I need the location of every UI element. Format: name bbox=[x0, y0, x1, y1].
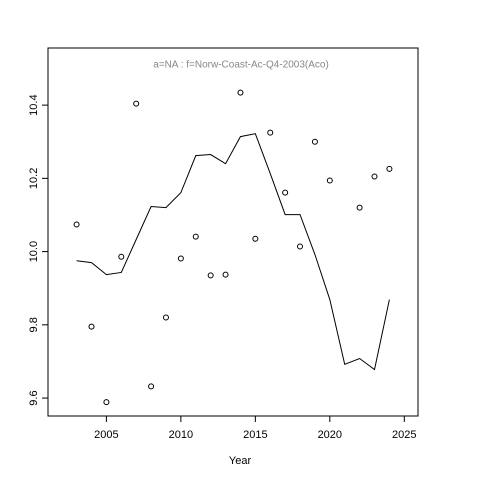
x-tick-label: 2025 bbox=[392, 429, 416, 441]
data-point bbox=[148, 383, 155, 390]
x-tick-label: 2005 bbox=[94, 429, 118, 441]
data-point bbox=[237, 89, 244, 96]
data-point bbox=[177, 255, 184, 262]
data-point bbox=[252, 235, 259, 242]
y-tick-label: 10.0 bbox=[28, 241, 40, 262]
data-point bbox=[133, 100, 140, 107]
data-point bbox=[73, 221, 80, 228]
y-tick-label: 10.4 bbox=[28, 94, 40, 115]
data-line bbox=[76, 133, 390, 371]
x-tick-label: 2010 bbox=[169, 429, 193, 441]
data-point bbox=[88, 323, 95, 330]
data-point bbox=[326, 177, 333, 184]
data-point bbox=[118, 253, 125, 260]
x-axis-label: Year bbox=[229, 455, 252, 467]
data-point bbox=[282, 189, 289, 196]
data-point bbox=[222, 271, 229, 278]
data-point bbox=[207, 272, 214, 279]
data-point bbox=[311, 138, 318, 145]
data-point bbox=[386, 165, 393, 172]
x-tick-label: 2015 bbox=[243, 429, 267, 441]
data-point bbox=[371, 173, 378, 180]
y-tick-label: 9.8 bbox=[28, 317, 40, 332]
data-point bbox=[103, 399, 110, 406]
data-point bbox=[297, 243, 304, 250]
data-point bbox=[192, 233, 199, 240]
plot-box bbox=[47, 47, 419, 417]
y-tick-label: 10.2 bbox=[28, 168, 40, 189]
x-tick-label: 2020 bbox=[318, 429, 342, 441]
data-point bbox=[356, 204, 363, 211]
chart-title: a=NA : f=Norw-Coast-Ac-Q4-2003(Aco) bbox=[153, 60, 329, 71]
data-point bbox=[267, 129, 274, 136]
data-point bbox=[162, 314, 169, 321]
y-tick-label: 9.6 bbox=[28, 390, 40, 405]
